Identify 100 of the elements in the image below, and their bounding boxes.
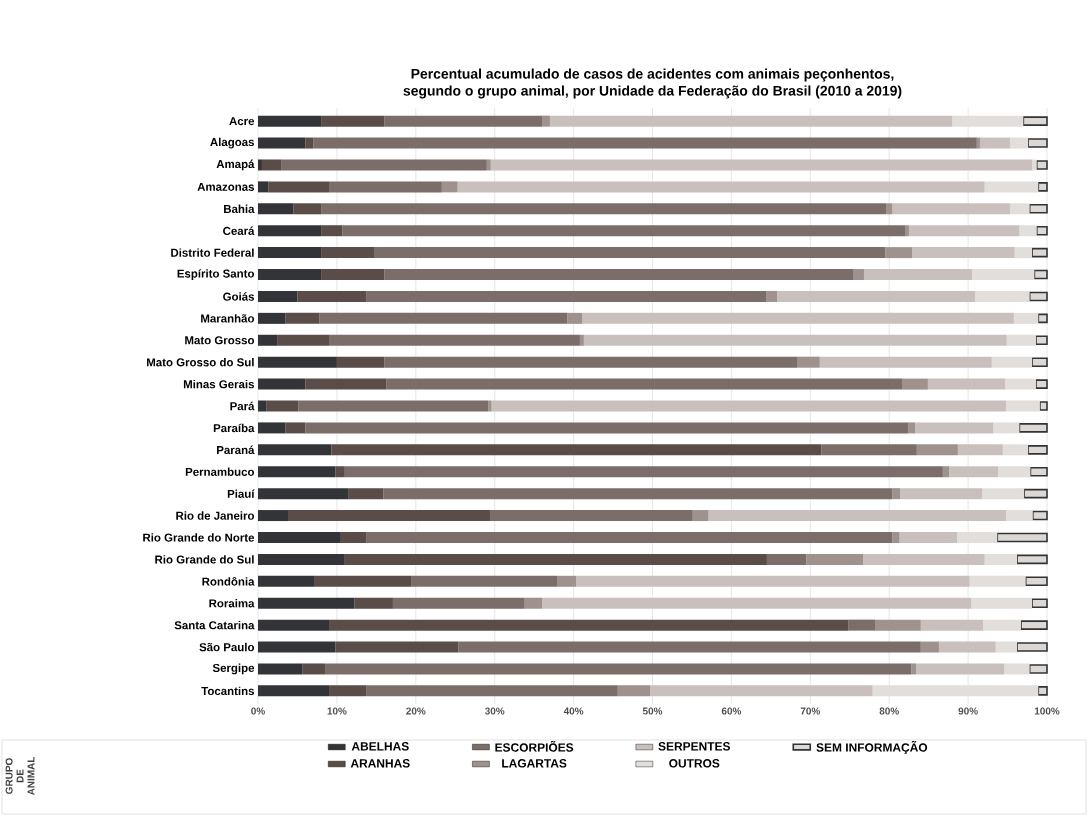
bar [321, 115, 385, 127]
bar [321, 203, 887, 215]
bar [911, 663, 917, 675]
bar [321, 269, 385, 281]
bar [927, 378, 1006, 390]
bar [366, 531, 893, 543]
bar [258, 663, 303, 675]
bar [329, 685, 367, 697]
bar [366, 685, 618, 697]
y-tick-label: Paraíba [213, 423, 255, 433]
bar [650, 685, 873, 697]
y-tick-label: Distrito Federal [171, 248, 254, 257]
bar [777, 290, 976, 302]
bar [908, 225, 1020, 237]
bar [942, 466, 950, 478]
bar [491, 400, 1006, 412]
bar [258, 334, 278, 346]
x-tick-label: 60% [721, 707, 742, 715]
bar [258, 685, 330, 697]
bar [957, 444, 1003, 456]
bar [920, 619, 984, 631]
bar [305, 378, 387, 390]
bar [302, 663, 326, 675]
bar [819, 356, 992, 368]
bar [313, 137, 977, 149]
bar [908, 422, 916, 434]
bar [863, 553, 985, 565]
bar [258, 181, 269, 193]
bar [489, 510, 693, 522]
bar [766, 553, 807, 565]
bar [617, 685, 651, 697]
bar [692, 510, 709, 522]
x-tick-label: 0% [251, 707, 265, 715]
bar [708, 510, 1006, 522]
bar [806, 553, 864, 565]
bar [912, 247, 1015, 259]
x-tick-label: 80% [879, 707, 899, 715]
legend-label: LAGARTAS [502, 759, 567, 768]
bar [366, 290, 767, 302]
legend-label: ESCORPIÕES [495, 740, 574, 752]
bar [258, 400, 267, 412]
y-tick-label: Rio Grande do Norte [143, 533, 255, 542]
bar [354, 597, 393, 609]
legend-label: SEM INFORMAÇÃO [816, 740, 928, 755]
bar [258, 641, 336, 653]
bar [321, 247, 374, 259]
x-tick-label: 30% [484, 707, 505, 715]
y-tick-label: Goiás [223, 292, 255, 301]
bar [261, 159, 282, 171]
bar [285, 312, 320, 324]
x-tick-label: 70% [800, 707, 821, 715]
bar [321, 225, 343, 237]
bar [329, 334, 580, 346]
bar [411, 575, 558, 587]
bar [900, 488, 983, 500]
bar [582, 312, 1014, 324]
bar [258, 203, 294, 215]
bar [916, 444, 958, 456]
bar [853, 269, 864, 281]
y-tick-label: Alagoas [210, 137, 255, 149]
bar [392, 597, 525, 609]
bar [258, 444, 332, 456]
bar [575, 575, 970, 587]
bar [915, 422, 994, 434]
y-tick-label: Pernambuco [185, 467, 255, 476]
y-tick-label: Ceará [223, 226, 255, 235]
y-tick-label: São Paulo [199, 642, 255, 652]
y-tick-label: Rio Grande do Sul [155, 555, 254, 564]
bar [892, 531, 900, 543]
bar [344, 553, 767, 565]
x-tick-label: 50% [642, 707, 663, 715]
bar [916, 663, 1005, 675]
bar [258, 553, 345, 565]
y-tick-label: Mato Grosso [185, 336, 255, 345]
bar [920, 641, 939, 653]
legend-label: OUTROS [669, 759, 720, 768]
bar [325, 663, 912, 675]
bar [258, 378, 306, 390]
y-tick-label: Rio de Janeiro [176, 511, 255, 520]
bar [875, 619, 921, 631]
bar [557, 575, 576, 587]
bar [458, 641, 921, 653]
bar [342, 225, 905, 237]
y-tick-label: Amazonas [197, 182, 255, 191]
bar [486, 159, 491, 171]
bar [258, 290, 298, 302]
bar [268, 181, 330, 193]
y-tick-label: Santa Catarina [174, 620, 255, 630]
bar [583, 334, 1007, 346]
bar [335, 641, 459, 653]
bar [293, 203, 322, 215]
bar [335, 466, 345, 478]
bar [314, 575, 412, 587]
bar [979, 137, 1010, 149]
y-tick-label: Rondônia [202, 576, 255, 586]
bar [542, 597, 972, 609]
bar [384, 115, 543, 127]
bar [863, 269, 973, 281]
bar [938, 641, 996, 653]
bar [329, 181, 442, 193]
